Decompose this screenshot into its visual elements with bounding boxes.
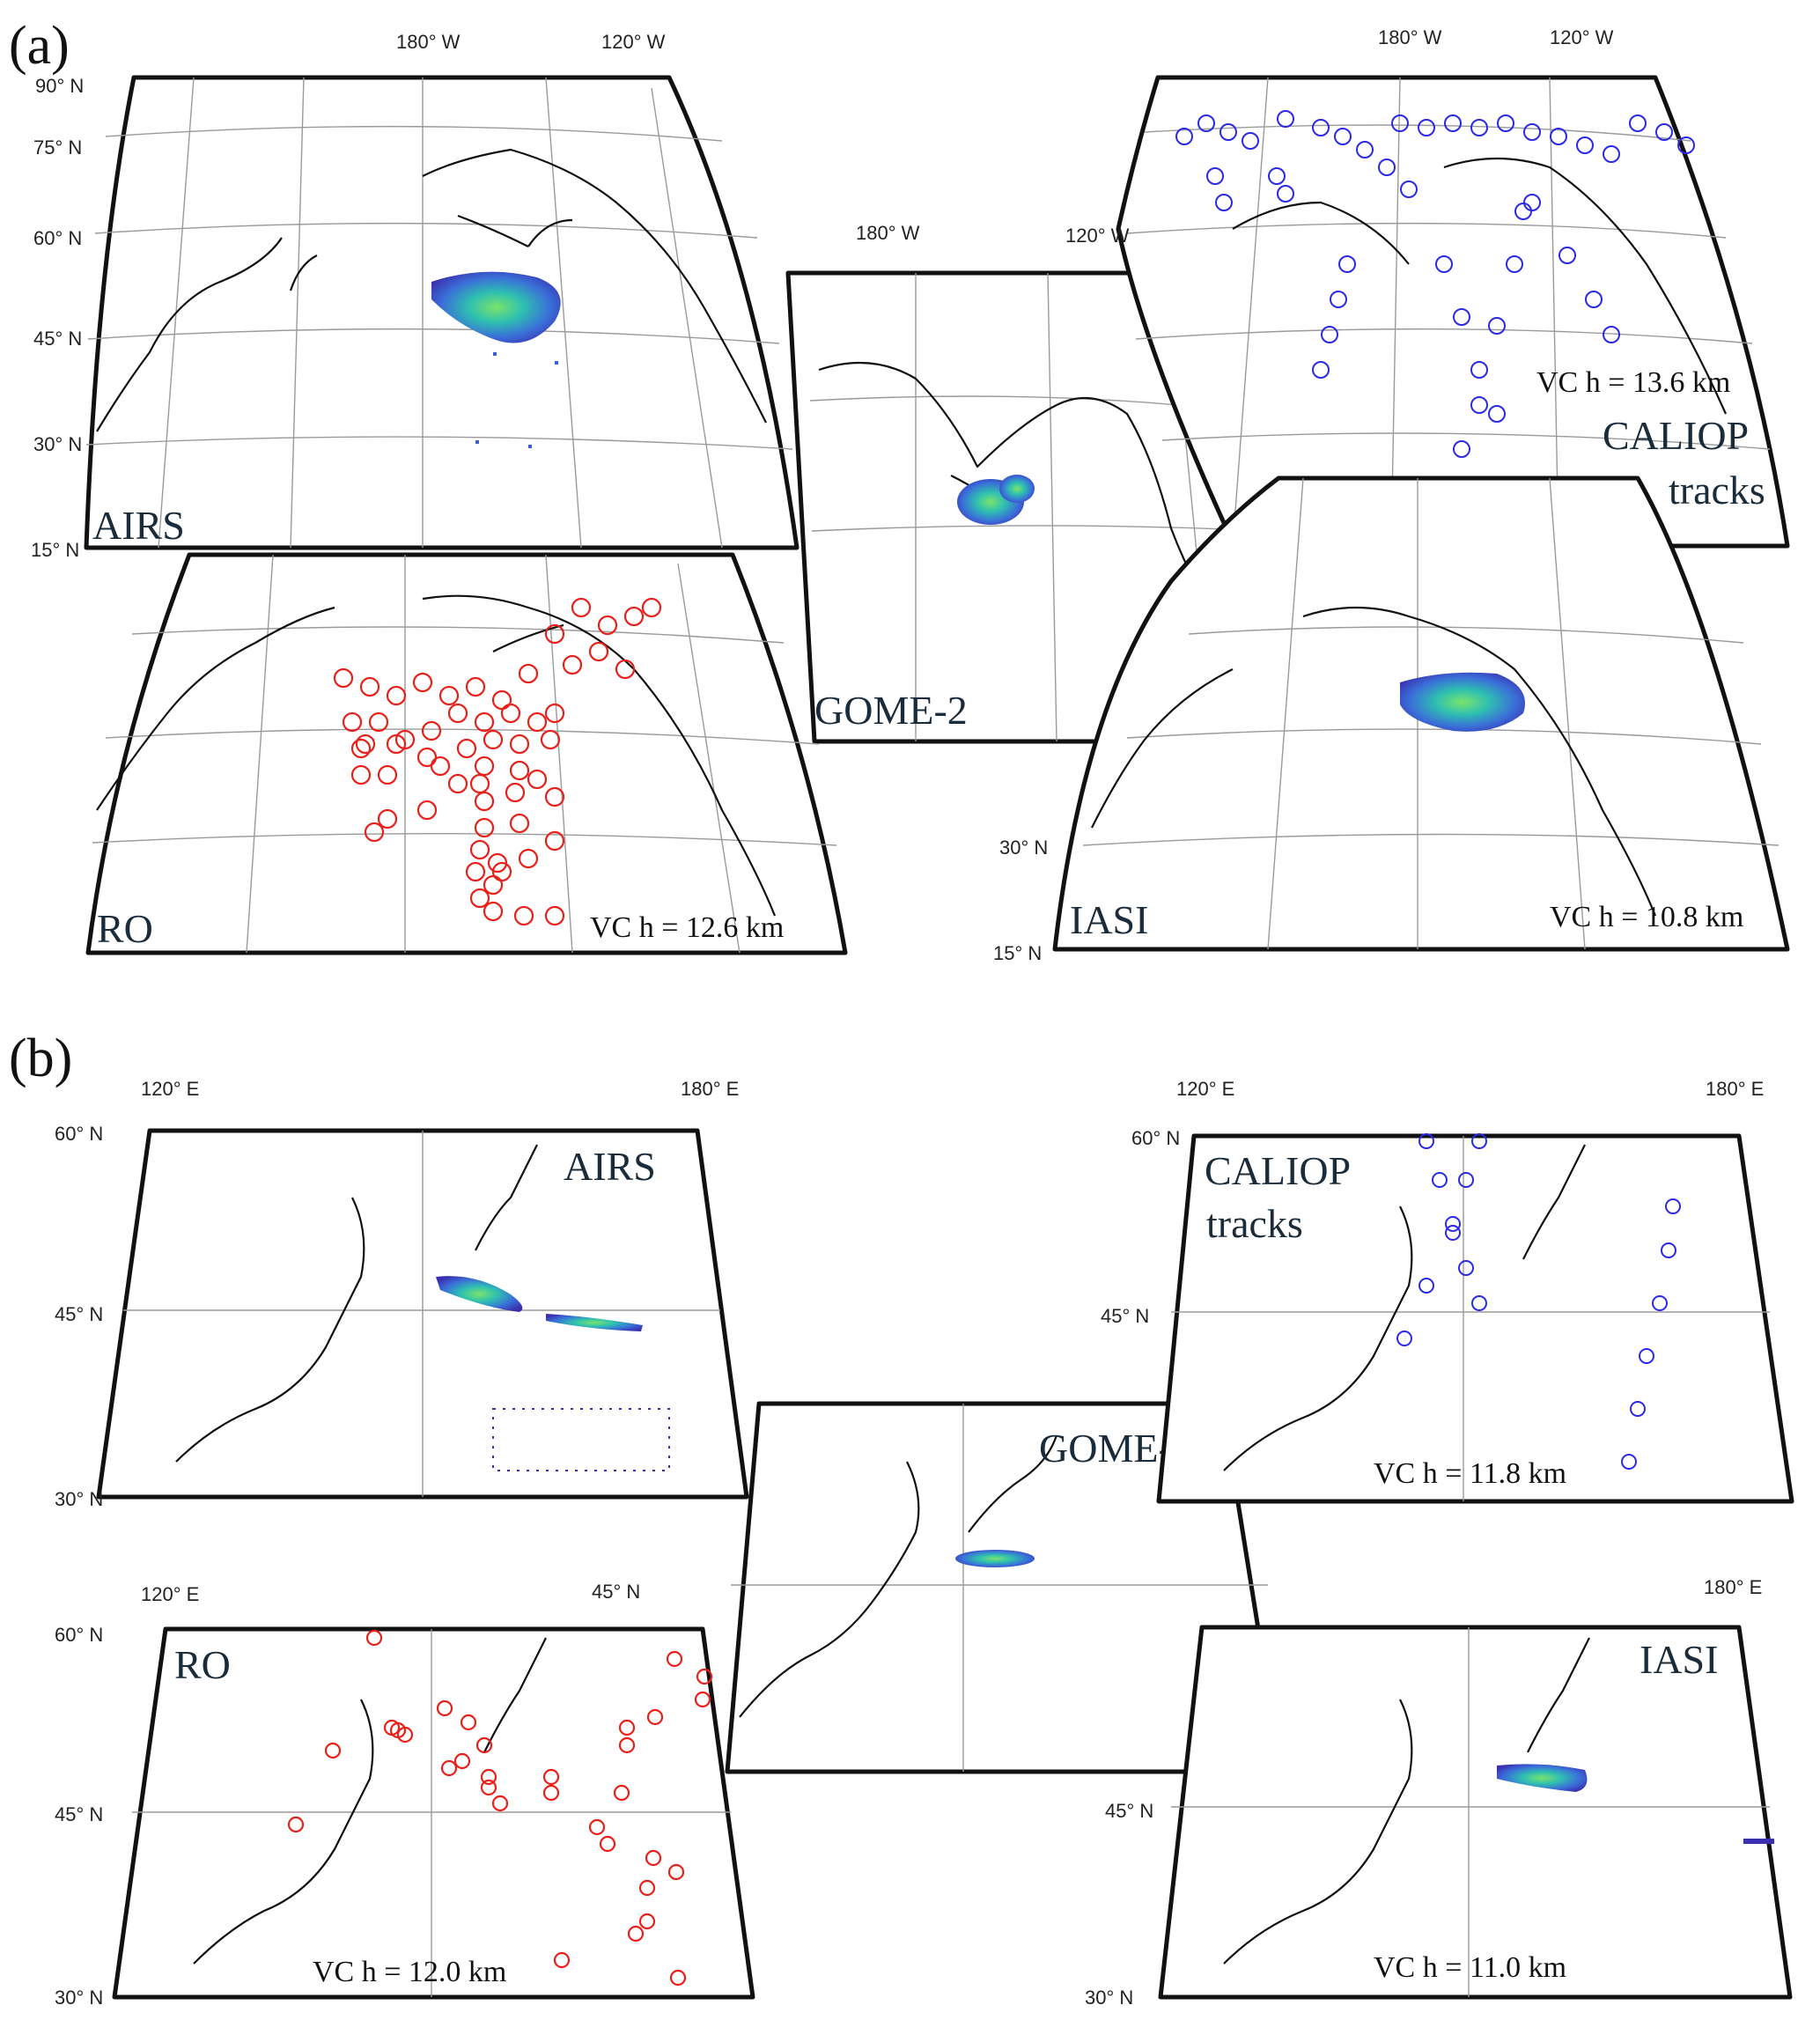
panel-b-caliop-lon-120: 120° E [1176, 1078, 1234, 1100]
panel-a-caliop-map: VC h = 13.6 km CALIOP tracks 180° W 120°… [1065, 26, 1790, 549]
panel-b-ro-lon-120: 120° E [141, 1583, 199, 1605]
panel-a-caliop-vc: VC h = 13.6 km [1536, 366, 1730, 399]
panel-b-iasi-lat-45: 45° N [1105, 1800, 1153, 1822]
panel-b-caliop-lon-180: 180° E [1706, 1078, 1764, 1100]
panel-a-ro-name: RO [97, 906, 153, 951]
panel-a-gome-lon-tick: 180° W [856, 222, 920, 244]
panel-a-caliop-side-tick: 120° W [1065, 225, 1130, 247]
panel-a-caliop-lon-180: 180° W [1378, 26, 1442, 48]
panel-b-lon-180: 180° E [681, 1078, 739, 1100]
panel-b-iasi-name: IASI [1639, 1637, 1718, 1682]
panel-a-gome-name: GOME-2 [814, 688, 968, 733]
panel-a-airs-name: AIRS [92, 503, 185, 548]
panel-b-ro-lat-30: 30° N [55, 1987, 103, 2009]
panel-a-label: (a) [9, 16, 70, 76]
panel-a-gome-plume [957, 475, 1035, 525]
panel-a-ro-vc: VC h = 12.6 km [590, 911, 784, 944]
panel-b-ro-map: RO VC h = 12.0 km 60° N 45° N 30° N 120°… [55, 1583, 755, 2009]
panel-b-lat-60: 60° N [55, 1123, 103, 1145]
panel-a-iasi-plume [1400, 672, 1525, 732]
panel-b-iasi-map: IASI VC h = 11.0 km 45° N 30° N 180° E [1085, 1576, 1793, 2009]
panel-b-caliop-lat-60: 60° N [1131, 1127, 1180, 1149]
panel-b-gome-lat-45: 45° N [592, 1581, 640, 1603]
panel-b-ro-lat-45: 45° N [55, 1803, 103, 1825]
panel-b-lat-45: 45° N [55, 1303, 103, 1325]
panel-b-iasi-lat-30: 30° N [1085, 1987, 1133, 2009]
panel-b-lat-30: 30° N [55, 1488, 103, 1510]
panel-a-ro-markers [333, 597, 662, 926]
panel-b-airs-name: AIRS [564, 1144, 656, 1189]
panel-b-caliop-lat-45: 45° N [1101, 1305, 1149, 1327]
panel-b-caliop-markers [1396, 1133, 1681, 1470]
panel-b-gome-map: GOME-2 45° N [592, 1401, 1284, 1774]
panel-a-lat-90: 90° N [35, 75, 84, 97]
panel-a-iasi-name: IASI [1070, 897, 1148, 942]
panel-a-iasi-map: IASI VC h = 10.8 km 30° N 15° N [993, 476, 1790, 964]
panel-b-airs-plume [436, 1276, 670, 1471]
panel-a-lat-30: 30° N [33, 433, 82, 455]
panel-a-lat-45: 45° N [33, 328, 82, 350]
panel-b-lon-120: 120° E [141, 1078, 199, 1100]
panel-b-caliop-name-2: tracks [1206, 1201, 1303, 1246]
panel-a-iasi-lat-30: 30° N [999, 837, 1048, 859]
panel-a-lat-15: 15° N [31, 539, 79, 561]
panel-a-lat-75: 75° N [33, 136, 82, 159]
panel-a-airs-plume [431, 271, 561, 448]
panel-a-caliop-name-1: CALIOP [1603, 413, 1749, 458]
panel-a-caliop-name-2: tracks [1669, 468, 1765, 512]
panel-b-iasi-plume [1497, 1764, 1774, 1844]
panel-b-ro-markers [287, 1629, 713, 1987]
panel-a-airs-map: AIRS 90° N 75° N 60° N 45° N 30° N 15° N… [31, 31, 799, 561]
panel-b-label: (b) [9, 1028, 72, 1088]
panel-a-iasi-lat-15: 15° N [993, 942, 1042, 964]
panel-b-airs-map: AIRS 60° N 45° N 30° N 120° E 180° E [55, 1078, 749, 1510]
panel-b-caliop-map: CALIOP tracks VC h = 11.8 km 60° N 45° N… [1101, 1078, 1794, 1504]
panel-a-lat-60: 60° N [33, 227, 82, 249]
panel-b-ro-vc: VC h = 12.0 km [313, 1956, 506, 1988]
panel-a-airs-lon-120: 120° W [601, 31, 666, 53]
panel-b-caliop-vc: VC h = 11.8 km [1374, 1457, 1566, 1490]
panel-a-ro-map: RO VC h = 12.6 km [85, 552, 848, 955]
panel-b-caliop-name-1: CALIOP [1205, 1148, 1351, 1193]
panel-a-caliop-lon-120: 120° W [1550, 26, 1614, 48]
panel-b-ro-lat-60: 60° N [55, 1624, 103, 1646]
panel-b-gome-plume [955, 1550, 1035, 1567]
panel-b-iasi-vc: VC h = 11.0 km [1374, 1951, 1566, 1984]
panel-b-iasi-lon-180: 180° E [1704, 1576, 1762, 1598]
panel-a-caliop-markers [1175, 110, 1695, 458]
panel-a-airs-lon-180: 180° W [396, 31, 461, 53]
panel-b-ro-name: RO [174, 1642, 231, 1687]
panel-a-iasi-vc: VC h = 10.8 km [1550, 901, 1743, 933]
